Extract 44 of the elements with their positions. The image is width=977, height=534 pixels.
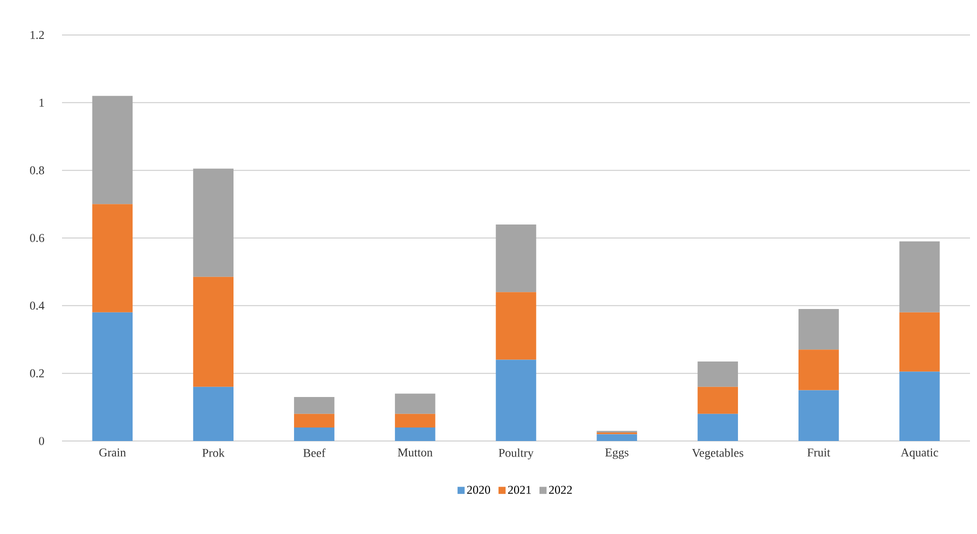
bar (698, 386, 738, 414)
bar (193, 168, 234, 277)
legend-label: 2020 (467, 486, 490, 494)
y-tick-label: 0.4 (30, 302, 44, 310)
x-tick-label: Aquatic (900, 448, 938, 459)
bar (92, 204, 133, 312)
bar (193, 276, 234, 387)
y-tick-label: 0.8 (30, 166, 44, 174)
x-tick-label: Eggs (605, 448, 628, 459)
bar (92, 312, 133, 441)
bar (698, 414, 738, 441)
bar (698, 361, 738, 387)
legend-label: 2021 (508, 486, 531, 494)
bar (394, 394, 436, 414)
bar (798, 350, 839, 390)
bar (798, 309, 839, 350)
x-tick-label: Mutton (398, 448, 433, 456)
bar (394, 414, 436, 428)
bar (193, 386, 234, 441)
bar (496, 292, 536, 360)
y-tick-label: 0.2 (30, 369, 44, 378)
bar (294, 427, 334, 441)
y-tick-label: 1.2 (30, 30, 44, 40)
bar (294, 397, 334, 414)
x-tick-label: Prok (202, 448, 225, 457)
x-tick-label: Grain (99, 448, 126, 457)
legend-label: 2022 (549, 486, 572, 494)
x-tick-label: Poultry (498, 448, 534, 460)
x-tick-label: Fruit (807, 448, 830, 457)
bar (899, 241, 940, 312)
y-tick-label: 0 (39, 436, 44, 446)
bar (899, 312, 940, 372)
bar (798, 390, 839, 441)
bar (596, 434, 638, 441)
y-tick-label: 0.6 (30, 234, 44, 242)
bar (294, 414, 334, 428)
bar (394, 427, 436, 441)
x-tick-label: Vegetables (692, 448, 744, 460)
bar (496, 224, 536, 292)
bar (899, 372, 940, 441)
bar (496, 360, 536, 441)
bar (92, 96, 133, 204)
x-tick-label: Beef (303, 448, 326, 458)
y-tick-label: 1 (40, 98, 44, 107)
